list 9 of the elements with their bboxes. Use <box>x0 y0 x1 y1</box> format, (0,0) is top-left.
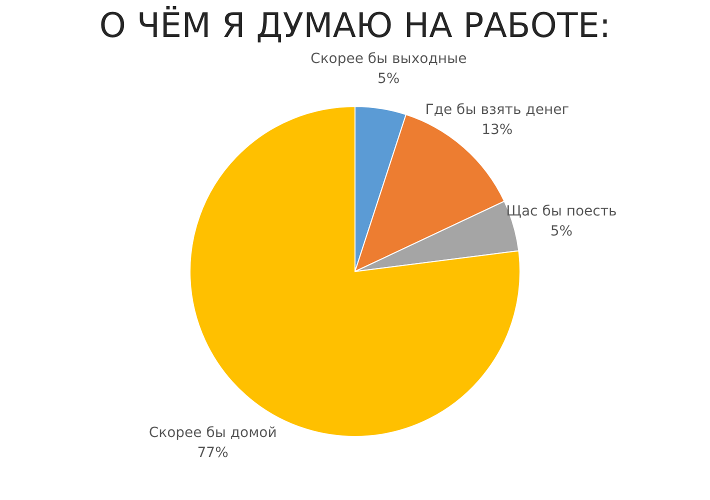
data-label: 77% <box>197 444 228 461</box>
data-label: 5% <box>550 224 573 240</box>
slice-label: Скорее бы домой <box>148 424 277 441</box>
slice-label: Где бы взять денег <box>425 102 570 118</box>
chart-title: О ЧЁМ Я ДУМАЮ НА РАБОТЕ: <box>99 5 611 46</box>
data-label: 13% <box>482 122 513 138</box>
data-label: 5% <box>378 71 400 88</box>
slice-label: Скорее бы выходные <box>310 51 467 68</box>
slice-label: Щас бы поесть <box>506 204 617 220</box>
